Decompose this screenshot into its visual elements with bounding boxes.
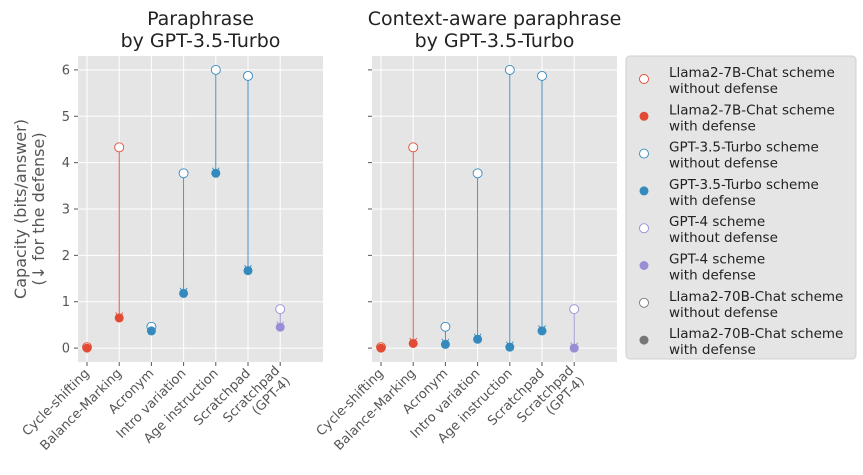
legend-marker-hollow [639, 223, 649, 234]
panel-title: Context-aware paraphrase by GPT-3.5-Turbo [368, 8, 622, 52]
y-tick-label: 3 [62, 203, 70, 218]
legend-label-line: without defense [669, 230, 778, 246]
legend-label-line: GPT-3.5-Turbo scheme [669, 140, 819, 156]
x-tick-label: Scratchpad(GPT-4) [220, 363, 293, 436]
legend-label-line: Llama2-70B-Chat scheme [669, 289, 843, 305]
point-without-defense [504, 64, 515, 75]
panel-title-line: by GPT-3.5-Turbo [121, 30, 281, 52]
point-with-defense [569, 343, 579, 353]
point-without-defense [243, 70, 253, 81]
y-tick-label: 5 [62, 110, 70, 125]
legend-marker-hollow [639, 297, 649, 308]
point-without-defense [210, 64, 221, 75]
point-without-defense [537, 70, 547, 81]
legend-marker-filled [639, 111, 649, 121]
legend-label: Llama2-70B-Chat scheme with defense [669, 326, 843, 358]
legend-label-line: with defense [669, 118, 756, 134]
panel-title: Paraphrase by GPT-3.5-Turbo [121, 8, 281, 52]
point-without-defense [114, 142, 125, 153]
y-axis-label-line: (↓ for the defense) [29, 132, 48, 285]
point-without-defense [569, 304, 580, 315]
legend-label-line: without defense [669, 156, 778, 172]
legend-label: Llama2-70B-Chat scheme without defense [669, 289, 843, 321]
legend-label: Llama2-7B-Chat scheme with defense [669, 102, 835, 134]
point-with-defense [473, 334, 483, 344]
legend-marker-filled [639, 335, 649, 345]
legend-label: GPT-3.5-Turbo scheme without defense [669, 140, 819, 172]
point-with-defense [82, 343, 92, 353]
legend-marker-hollow [639, 74, 649, 84]
point-without-defense [408, 142, 419, 153]
legend-label-line: with defense [669, 193, 756, 209]
legend-label-line: without defense [669, 81, 778, 97]
y-tick-label: 4 [62, 156, 70, 171]
legend-label-line: Llama2-70B-Chat scheme [669, 326, 843, 342]
y-axis-label: Capacity (bits/answer)(↓ for the defense… [11, 119, 48, 299]
legend-label-line: Llama2-7B-Chat scheme [669, 65, 835, 81]
legend-label-line: with defense [669, 342, 756, 358]
legend-marker-hollow [639, 148, 649, 159]
y-tick-label: 2 [62, 249, 70, 264]
legend: Llama2-7B-Chat scheme without defenseLlam… [625, 55, 857, 360]
panel-1: 0123456Cycle-shiftingBalance-MarkingAcro… [11, 8, 323, 454]
point-with-defense [179, 288, 189, 298]
panel-title-line: Paraphrase [147, 8, 254, 30]
point-with-defense [146, 326, 156, 336]
point-with-defense [440, 339, 450, 349]
legend-label-line: with defense [669, 268, 756, 284]
legend-label: GPT-3.5-Turbo scheme with defense [669, 177, 819, 209]
point-without-defense [275, 304, 286, 315]
legend-frame [625, 55, 857, 360]
legend-label-line: GPT-4 scheme [669, 252, 765, 268]
panel-2: Cycle-shiftingBalance-MarkingAcronymIntr… [314, 8, 622, 454]
point-without-defense [440, 321, 451, 332]
point-with-defense [114, 313, 124, 323]
legend-label: Llama2-7B-Chat scheme without defense [669, 65, 835, 97]
point-with-defense [211, 168, 221, 178]
legend-marker-filled [639, 186, 649, 196]
point-with-defense [275, 322, 285, 332]
legend-marker-filled [639, 261, 649, 270]
point-with-defense [243, 266, 253, 276]
panel-title-line: by GPT-3.5-Turbo [415, 30, 575, 52]
legend-label-line: GPT-4 scheme [669, 214, 765, 230]
x-tick-label: Scratchpad(GPT-4) [514, 363, 587, 436]
y-tick-label: 6 [62, 63, 70, 78]
y-tick-label: 0 [62, 342, 70, 357]
point-with-defense [376, 343, 386, 353]
point-with-defense [537, 326, 547, 336]
point-with-defense [408, 338, 418, 348]
y-tick-label: 1 [62, 295, 70, 310]
point-without-defense [472, 168, 483, 179]
point-without-defense [178, 168, 189, 179]
legend-label-line: GPT-3.5-Turbo scheme [669, 177, 819, 193]
point-with-defense [505, 342, 515, 352]
legend-label-line: Llama2-7B-Chat scheme [669, 102, 835, 118]
legend-label-line: without defense [669, 305, 778, 321]
legend-label: GPT-4 scheme with defense [669, 252, 765, 284]
y-axis-label-line: Capacity (bits/answer) [11, 119, 30, 299]
legend-label: GPT-4 scheme without defense [669, 214, 778, 246]
panel-title-line: Context-aware paraphrase [368, 8, 622, 30]
